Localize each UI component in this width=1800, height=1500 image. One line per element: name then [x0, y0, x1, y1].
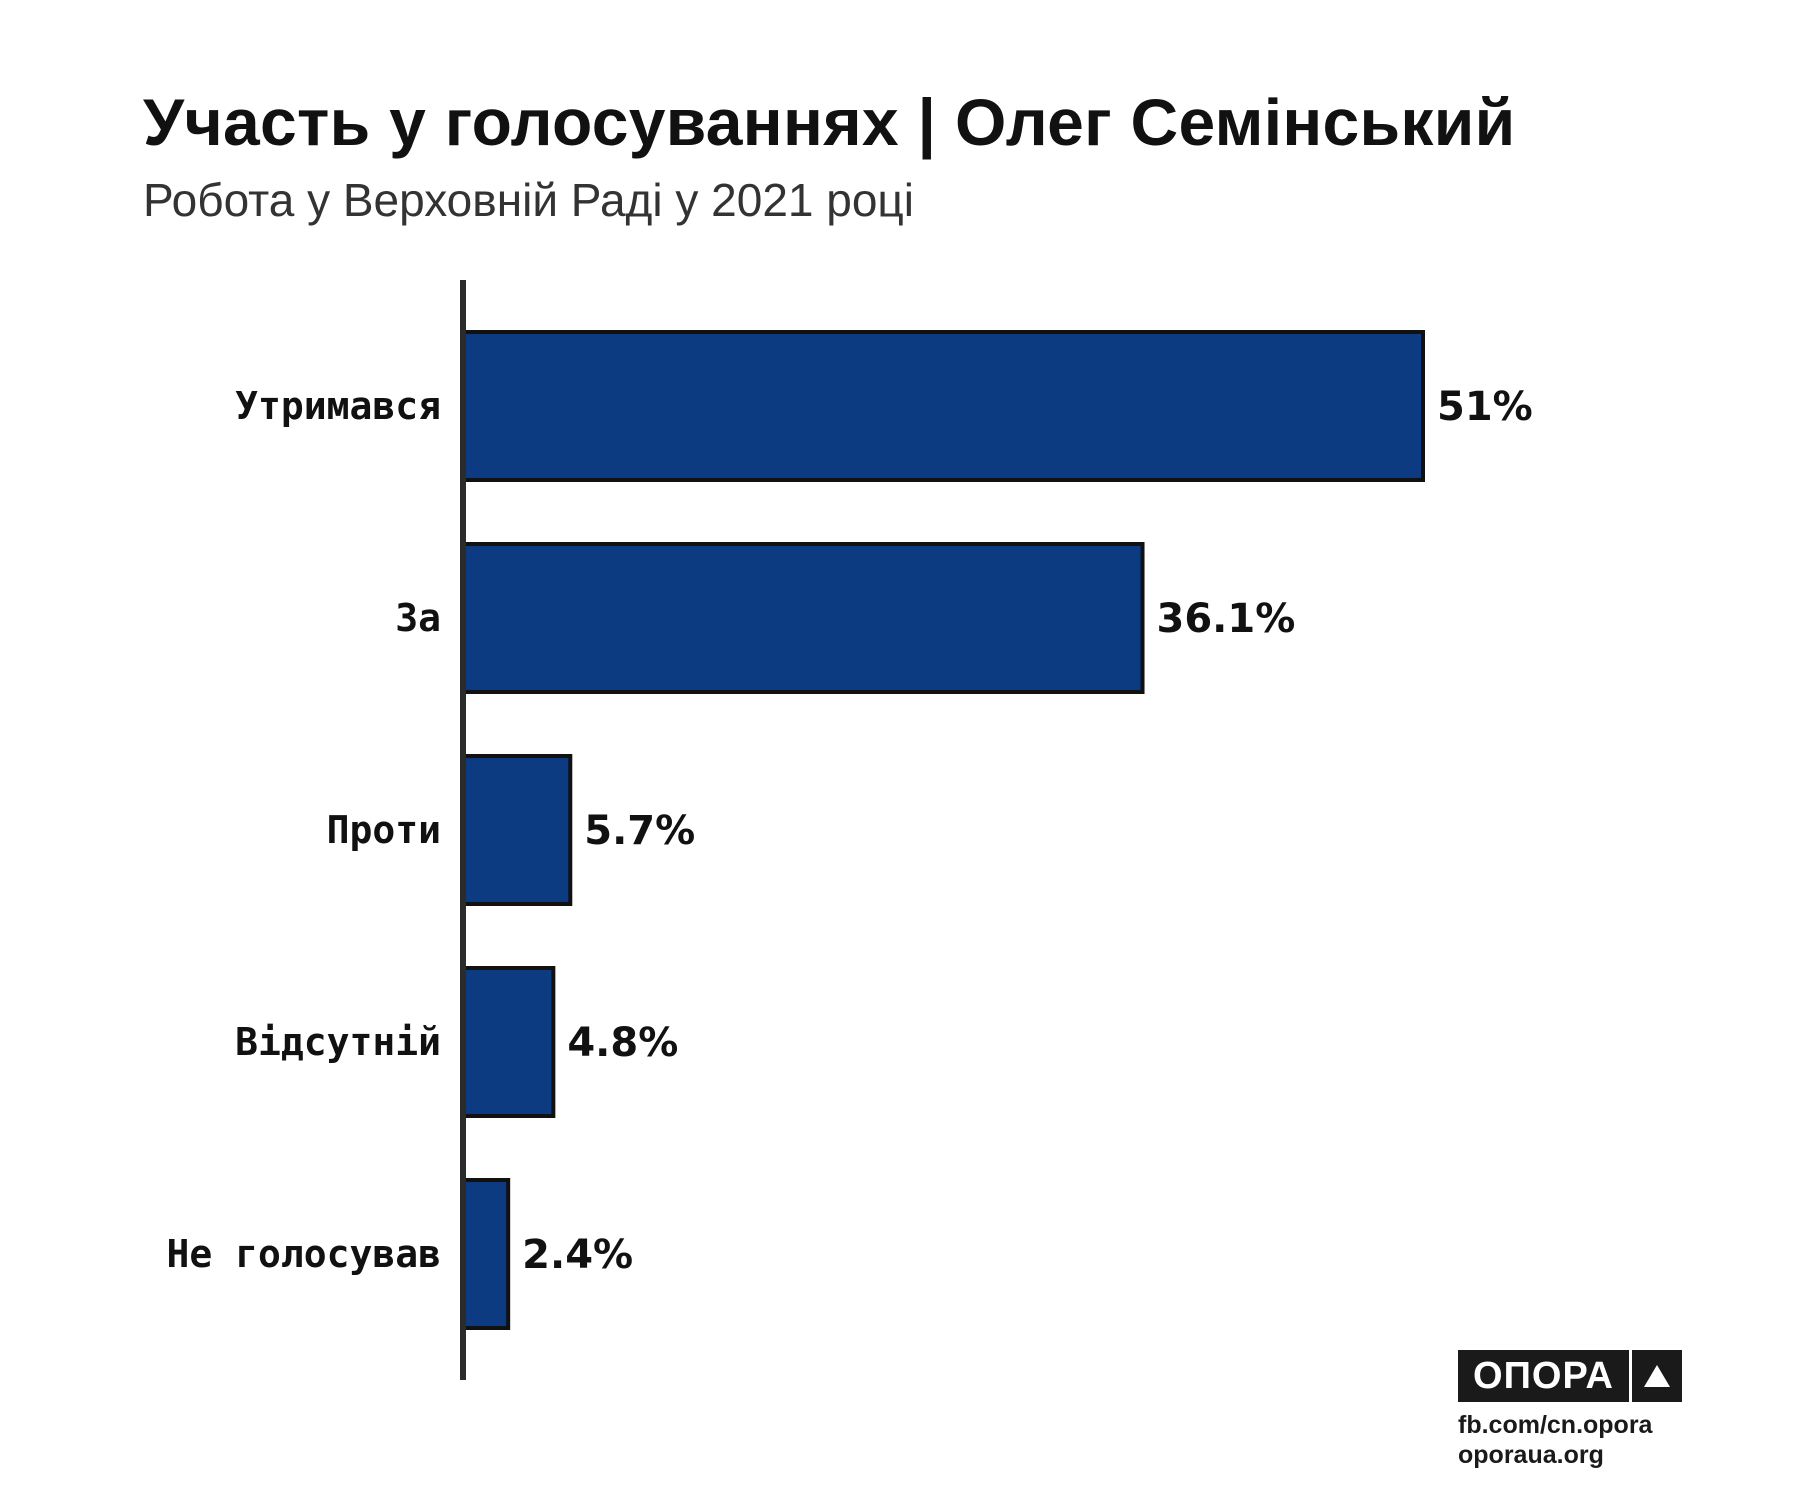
category-label-2: Проти	[327, 808, 441, 852]
logo-divider	[1629, 1350, 1632, 1402]
bar-4	[461, 1178, 511, 1330]
opora-logo: ОПОРА	[1458, 1350, 1682, 1402]
value-label-3: 4.8%	[567, 1020, 678, 1066]
bar-1	[461, 542, 1145, 694]
category-label-1: За	[395, 596, 441, 640]
category-label-3: Відсутній	[235, 1020, 441, 1064]
value-label-4: 2.4%	[522, 1232, 633, 1278]
bar-3	[461, 966, 556, 1118]
category-label-0: Утримався	[235, 384, 441, 428]
triangle-icon	[1632, 1350, 1682, 1402]
value-label-2: 5.7%	[584, 808, 695, 854]
value-label-1: 36.1%	[1157, 596, 1296, 642]
bar-0	[461, 330, 1425, 482]
website-link[interactable]: oporaua.org	[1458, 1441, 1604, 1469]
chart-subtitle: Робота у Верховній Раді у 2021 році	[143, 174, 914, 226]
category-label-4: Не голосував	[166, 1232, 441, 1276]
facebook-link[interactable]: fb.com/cn.opora	[1458, 1411, 1653, 1439]
source-links: fb.com/cn.opora oporaua.org	[1458, 1410, 1652, 1470]
chart-title: Участь у голосуваннях | Олег Семінський	[143, 85, 1516, 159]
value-label-0: 51%	[1437, 384, 1533, 430]
bars-layer: Утримався 51% За 36.1% Проти 5.7% Відсутній 4.8…	[166, 330, 1533, 1330]
logo-wordmark: ОПОРА	[1473, 1355, 1614, 1397]
bar-2	[461, 754, 573, 906]
